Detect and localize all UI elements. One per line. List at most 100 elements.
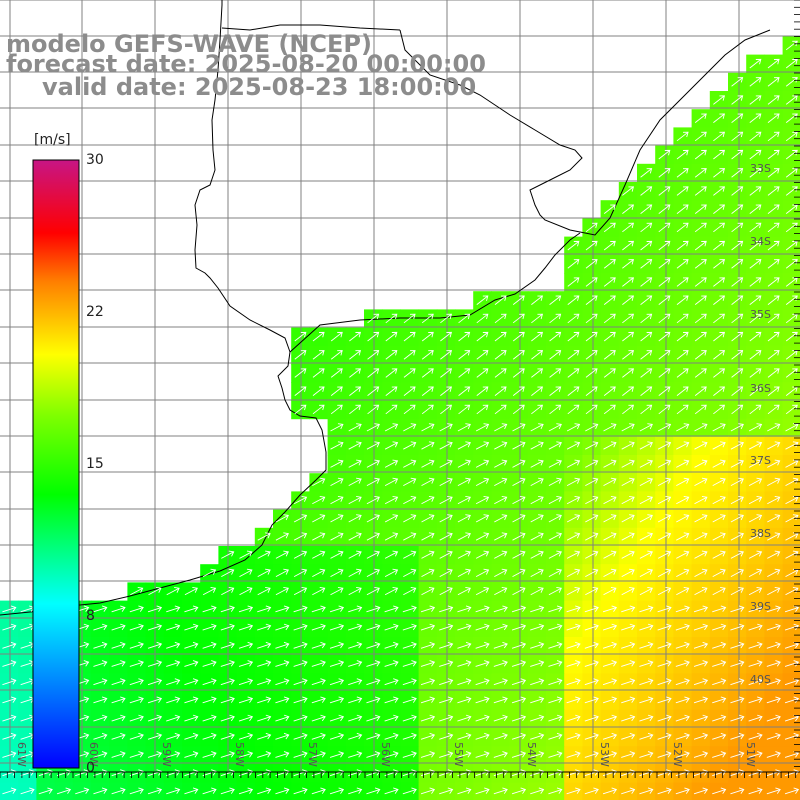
wind-arrow bbox=[639, 550, 653, 559]
wind-arrow bbox=[293, 532, 308, 541]
wind-arrow bbox=[476, 404, 489, 415]
wind-arrow bbox=[329, 605, 345, 613]
wind-arrow bbox=[603, 386, 616, 396]
wind-arrow bbox=[584, 660, 599, 667]
wind-arrow bbox=[548, 714, 563, 722]
wind-arrow bbox=[147, 660, 163, 667]
wind-arrow bbox=[366, 568, 380, 577]
wind-arrow bbox=[657, 732, 672, 740]
wind-arrow bbox=[548, 787, 563, 795]
wind-arrow bbox=[621, 477, 635, 486]
wind-arrow bbox=[749, 131, 762, 142]
wind-arrow bbox=[402, 605, 417, 613]
wind-arrow bbox=[730, 459, 744, 468]
wind-arrow bbox=[566, 732, 581, 740]
wind-arrow bbox=[439, 459, 453, 468]
wind-arrow bbox=[585, 295, 598, 305]
wind-arrow bbox=[585, 368, 598, 378]
wind-arrow bbox=[676, 477, 690, 486]
wind-arrow bbox=[621, 586, 635, 596]
wind-arrow bbox=[494, 295, 507, 305]
wind-arrow bbox=[602, 787, 618, 795]
wind-arrow bbox=[512, 586, 526, 596]
wind-arrow bbox=[311, 751, 326, 758]
wind-arrow bbox=[694, 514, 708, 523]
wind-arrow bbox=[257, 678, 272, 686]
wind-arrow bbox=[621, 787, 636, 795]
wind-arrow bbox=[731, 113, 744, 123]
wind-arrow bbox=[402, 696, 417, 704]
wind-arrow bbox=[420, 751, 436, 758]
wind-arrow bbox=[475, 514, 490, 523]
wind-arrow bbox=[676, 495, 690, 505]
wind-arrow bbox=[220, 714, 235, 722]
wind-arrow bbox=[239, 568, 253, 577]
wind-arrow bbox=[531, 386, 544, 396]
wind-arrow bbox=[676, 149, 689, 160]
wind-arrow bbox=[348, 532, 362, 541]
wind-arrow bbox=[767, 586, 781, 596]
wind-arrow bbox=[421, 495, 435, 505]
wind-arrow bbox=[731, 240, 744, 251]
wind-arrow bbox=[494, 350, 507, 360]
wind-arrow bbox=[184, 660, 199, 667]
wind-arrow bbox=[421, 459, 435, 468]
wind-arrow bbox=[530, 550, 544, 559]
wind-arrow bbox=[767, 350, 780, 360]
wind-arrow bbox=[439, 732, 454, 740]
wind-arrow bbox=[749, 149, 762, 160]
wind-arrow bbox=[493, 623, 508, 631]
wind-arrow bbox=[640, 168, 653, 178]
wind-arrow bbox=[312, 386, 325, 396]
wind-arrow bbox=[640, 277, 653, 287]
wind-arrow bbox=[585, 259, 598, 269]
wind-arrow bbox=[622, 240, 635, 251]
wind-arrow bbox=[403, 477, 417, 486]
wind-arrow bbox=[639, 495, 653, 505]
wind-arrow bbox=[2, 787, 17, 795]
wind-arrow bbox=[748, 660, 763, 667]
wind-arrow bbox=[730, 586, 744, 596]
wind-arrow bbox=[602, 732, 618, 740]
wind-arrow bbox=[712, 532, 726, 541]
wind-arrow bbox=[621, 660, 636, 667]
wind-arrow bbox=[166, 787, 181, 795]
wind-arrow bbox=[694, 459, 708, 468]
wind-arrow bbox=[766, 678, 781, 686]
wind-arrow bbox=[93, 641, 108, 649]
wind-arrow bbox=[403, 586, 417, 596]
wind-arrow bbox=[458, 404, 471, 415]
wind-arrow bbox=[602, 641, 618, 649]
wind-arrow bbox=[475, 423, 490, 432]
wind-arrow bbox=[329, 696, 345, 704]
wind-arrow bbox=[585, 495, 599, 505]
wind-arrow bbox=[675, 696, 690, 704]
wind-arrow bbox=[493, 678, 508, 686]
wind-arrow bbox=[511, 732, 527, 740]
wind-arrow bbox=[330, 495, 344, 505]
wind-arrow bbox=[257, 732, 272, 740]
wind-arrow bbox=[622, 222, 635, 233]
wind-arrow bbox=[603, 240, 616, 251]
wind-arrow bbox=[730, 514, 744, 523]
wind-arrow bbox=[639, 586, 653, 596]
wind-arrow bbox=[311, 732, 326, 740]
wind-arrow bbox=[712, 696, 727, 704]
wind-arrow bbox=[511, 751, 527, 758]
wind-arrow bbox=[767, 404, 780, 415]
wind-arrow bbox=[439, 751, 454, 758]
wind-arrow bbox=[221, 586, 235, 596]
wind-arrow bbox=[767, 386, 780, 396]
wind-arrow bbox=[621, 423, 635, 432]
wind-arrow bbox=[20, 787, 35, 795]
wind-arrow bbox=[584, 714, 599, 722]
wind-arrow bbox=[584, 641, 599, 649]
wind-arrow bbox=[713, 313, 726, 324]
wind-arrow bbox=[512, 514, 526, 523]
wind-arrow bbox=[639, 787, 654, 795]
wind-arrow bbox=[367, 350, 380, 360]
wind-arrow bbox=[494, 386, 507, 396]
wind-arrow bbox=[311, 678, 326, 686]
wind-arrow bbox=[749, 277, 762, 287]
wind-arrow bbox=[184, 641, 199, 649]
